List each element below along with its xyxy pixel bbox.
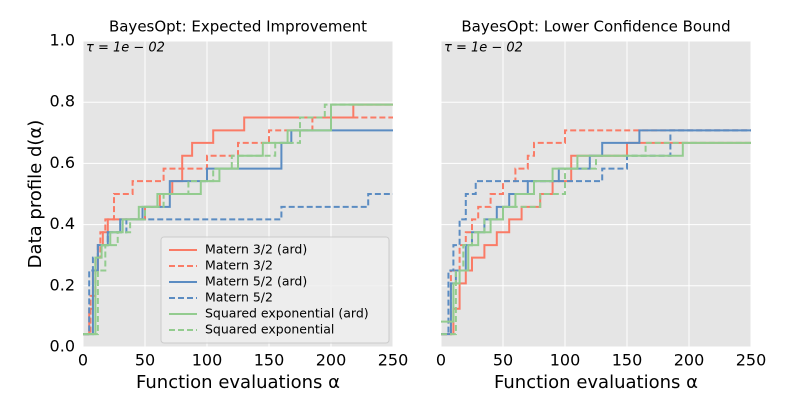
x-tick-label: 100 [550,351,581,370]
series-line [441,141,751,336]
legend-label: Matern 3/2 [205,258,273,273]
x-tick-label: 150 [612,351,643,370]
series-line [83,129,393,336]
series-line [83,103,393,336]
y-tick-label: 0.4 [50,214,75,233]
x-tick-label: 100 [192,351,223,370]
chart-title: BayesOpt: Expected Improvement [109,18,367,36]
series-line [441,129,751,336]
legend-label: Matern 3/2 (ard) [205,242,307,257]
x-tick-label: 50 [135,351,155,370]
legend-label: Matern 5/2 [205,290,273,305]
x-tick-label: 200 [674,351,705,370]
plot-background [441,41,751,347]
x-tick-label: 0 [78,351,88,370]
x-tick-label: 150 [254,351,285,370]
chart-title: BayesOpt: Lower Confidence Bound [461,18,730,36]
legend-label: Matern 5/2 (ard) [205,274,307,289]
annotation: τ = 1e − 02 [86,41,165,56]
legend-label: Squared exponential [205,322,334,337]
x-tick-label: 250 [736,351,767,370]
y-tick-label: 1.0 [50,31,75,50]
y-tick-label: 0.2 [50,275,75,294]
x-tick-label: 0 [436,351,446,370]
x-axis-label: Function evaluations α [494,372,698,393]
legend-box [160,236,390,344]
x-tick-label: 250 [378,351,409,370]
legend-label: Squared exponential (ard) [205,306,369,321]
series-line [83,193,393,336]
y-tick-label: 0.8 [50,92,75,111]
annotation: τ = 1e − 02 [444,41,523,56]
y-tick-label: 0.6 [50,153,75,172]
y-axis-label: Data profile d(α) [25,120,46,269]
y-tick-label: 0.0 [50,337,75,356]
x-tick-label: 50 [493,351,513,370]
x-axis-label: Function evaluations α [136,372,340,393]
x-tick-label: 200 [316,351,347,370]
